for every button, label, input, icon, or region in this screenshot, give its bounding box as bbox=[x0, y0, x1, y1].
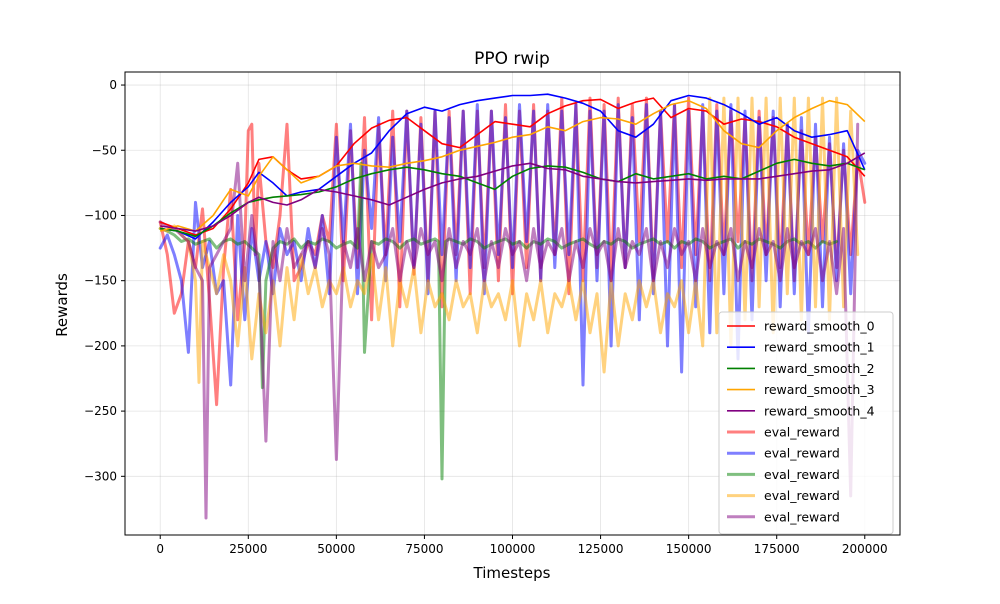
legend-box bbox=[718, 311, 894, 535]
x-axis-ticks: 0 25000 50000 75000 100000 125000 150000 175000… bbox=[156, 535, 888, 556]
y-tick-label: −250 bbox=[84, 404, 117, 418]
y-tick-label: −100 bbox=[84, 208, 117, 222]
legend: reward_smooth_0 reward_smooth_1 reward_smo… bbox=[718, 311, 894, 535]
x-tick-label: 100000 bbox=[490, 542, 536, 556]
y-axis-label: Rewards bbox=[53, 273, 71, 337]
legend-label-eval-4: eval_reward bbox=[764, 509, 840, 524]
x-tick-label: 125000 bbox=[578, 542, 624, 556]
legend-label-eval-3: eval_reward bbox=[764, 488, 840, 503]
reward-smooth-line-0 bbox=[159, 97, 866, 236]
legend-label-smooth-0: reward_smooth_0 bbox=[764, 319, 875, 334]
reward-smooth-line-1 bbox=[160, 93, 866, 240]
x-tick-label: 150000 bbox=[666, 542, 712, 556]
x-tick-label: 0 bbox=[156, 542, 164, 556]
eval-reward-line-4 bbox=[158, 122, 860, 520]
y-tick-label: −200 bbox=[84, 339, 117, 353]
chart-title: PPO rwip bbox=[474, 49, 550, 69]
x-tick-label: 50000 bbox=[317, 542, 355, 556]
legend-label-eval-2: eval_reward bbox=[764, 467, 840, 482]
eval-reward-line-1 bbox=[158, 103, 867, 387]
reward-smooth-line-3 bbox=[159, 99, 866, 232]
x-tick-label: 175000 bbox=[754, 542, 800, 556]
x-tick-label: 200000 bbox=[842, 542, 888, 556]
y-axis-ticks: 0 −50 −100 −150 −200 −250 −300 bbox=[84, 78, 125, 483]
y-tick-label: 0 bbox=[109, 78, 117, 92]
y-tick-label: −300 bbox=[84, 469, 117, 483]
y-tick-label: −150 bbox=[84, 274, 117, 288]
smooth-series-group bbox=[159, 93, 866, 240]
legend-label-eval-0: eval_reward bbox=[764, 425, 840, 440]
x-tick-label: 75000 bbox=[405, 542, 443, 556]
legend-label-smooth-2: reward_smooth_2 bbox=[764, 361, 875, 376]
eval-series-group bbox=[158, 96, 867, 520]
y-tick-label: −50 bbox=[92, 143, 117, 157]
legend-label-smooth-1: reward_smooth_1 bbox=[764, 340, 875, 355]
x-tick-label: 25000 bbox=[229, 542, 267, 556]
legend-label-smooth-4: reward_smooth_4 bbox=[764, 403, 875, 418]
x-axis-label: Timesteps bbox=[473, 564, 551, 582]
reward-smooth-line-4 bbox=[160, 152, 866, 232]
legend-label-smooth-3: reward_smooth_3 bbox=[764, 382, 875, 397]
legend-label-eval-1: eval_reward bbox=[764, 446, 840, 461]
reward-smooth-line-2 bbox=[160, 158, 866, 238]
